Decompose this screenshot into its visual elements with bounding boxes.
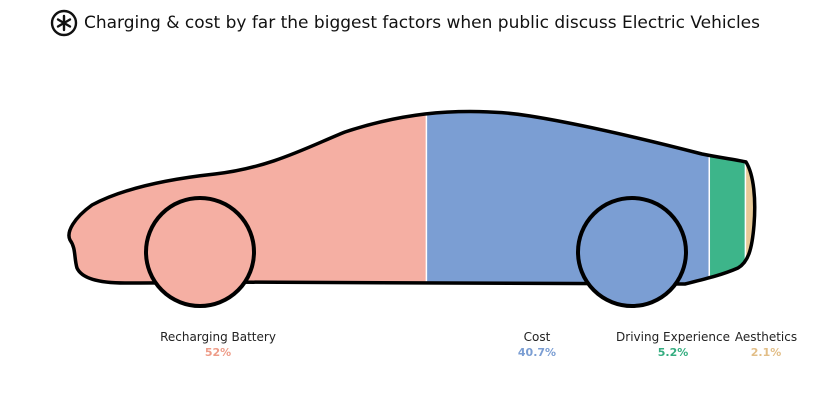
category-name: Aesthetics xyxy=(734,330,798,344)
category-name: Driving Experience xyxy=(616,330,730,344)
chart-title: Charging & cost by far the biggest facto… xyxy=(84,13,760,33)
asterisk-circle-icon xyxy=(50,9,78,37)
legend-label-driving-experience: Driving Experience 5.2% xyxy=(603,330,743,359)
rear-wheel xyxy=(576,196,688,308)
chart-header: Charging & cost by far the biggest facto… xyxy=(50,8,760,38)
category-percent: 52% xyxy=(204,346,232,359)
legend-label-cost: Cost 40.7% xyxy=(467,330,607,359)
legend-label-recharging-battery: Recharging Battery 52% xyxy=(148,330,288,359)
front-wheel xyxy=(144,196,256,308)
category-percent: 2.1% xyxy=(750,346,782,359)
segment-driving-experience xyxy=(709,111,746,284)
category-name: Recharging Battery xyxy=(160,330,276,344)
segment-aesthetics xyxy=(745,111,755,284)
legend-label-aesthetics: Aesthetics 2.1% xyxy=(696,330,836,359)
category-percent: 40.7% xyxy=(517,346,557,359)
category-percent: 5.2% xyxy=(657,346,689,359)
category-name: Cost xyxy=(523,330,551,344)
